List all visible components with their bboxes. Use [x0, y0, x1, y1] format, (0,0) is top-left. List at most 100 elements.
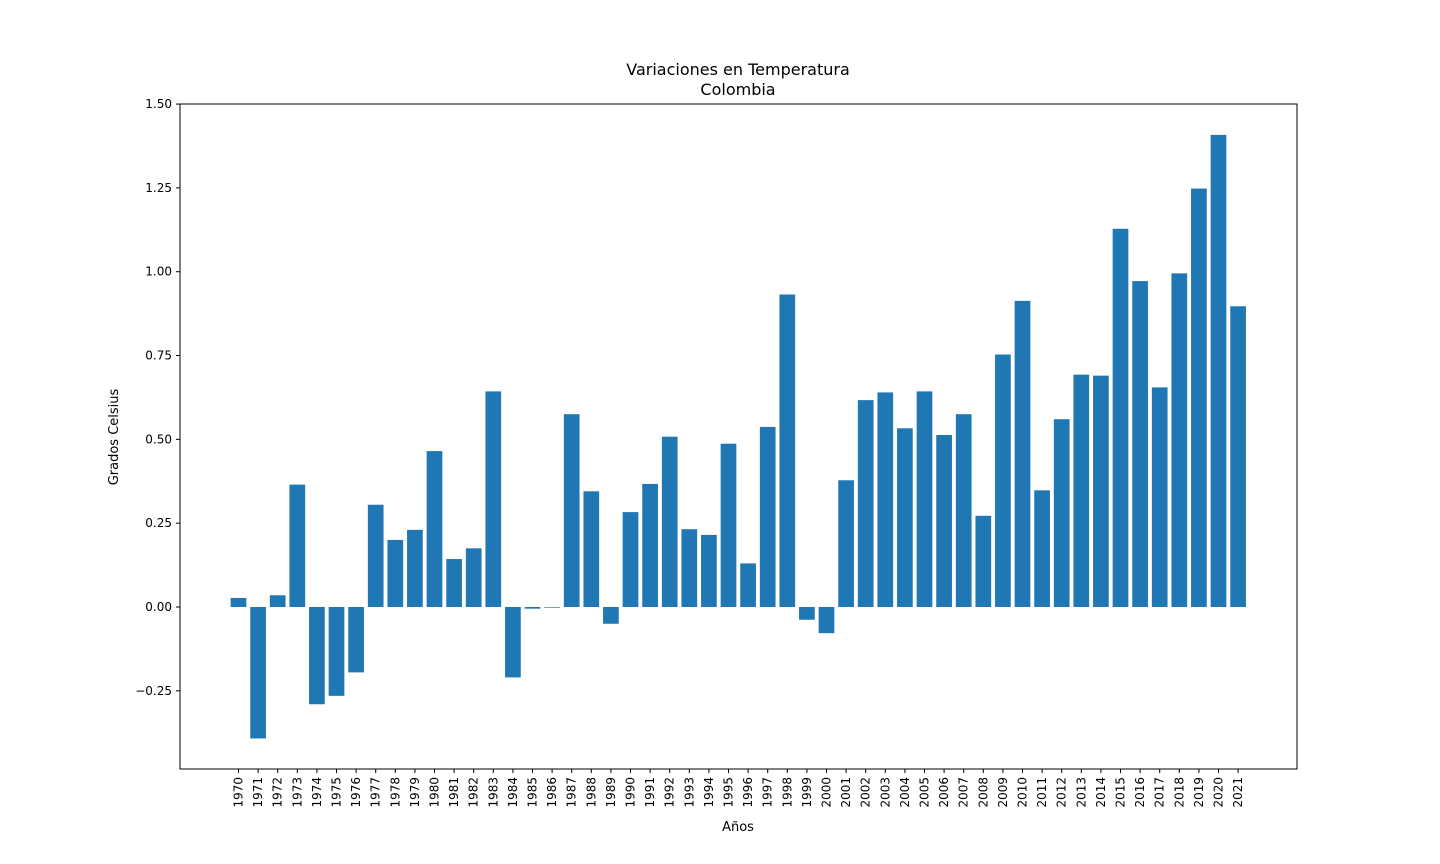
bar-1996 — [740, 563, 756, 607]
bar-2012 — [1053, 419, 1070, 607]
x-tick-label: 2014 — [1094, 777, 1108, 808]
bar-2001 — [838, 480, 854, 607]
x-tick-label: 2007 — [957, 777, 971, 808]
x-tick-label: 1992 — [663, 777, 677, 808]
bar-1984 — [505, 607, 521, 678]
bar-2013 — [1073, 374, 1090, 607]
x-tick-label: 2019 — [1192, 777, 1206, 808]
bar-1979 — [407, 529, 423, 607]
bar-1989 — [603, 607, 619, 624]
y-tick-label: 0.25 — [145, 516, 172, 530]
x-tick-label: 1993 — [682, 777, 696, 808]
x-tick-label: 1991 — [643, 777, 657, 808]
x-tick-label: 2005 — [918, 777, 932, 808]
x-tick-label: 1976 — [349, 777, 363, 808]
bar-1986 — [544, 607, 560, 608]
x-tick-label: 2003 — [878, 777, 892, 808]
bar-2003 — [877, 392, 894, 607]
bar-1975 — [328, 607, 345, 696]
bar-1974 — [309, 607, 325, 705]
bar-1971 — [250, 607, 266, 739]
x-tick-label: 2016 — [1133, 777, 1147, 808]
y-tick-label: 1.00 — [145, 265, 172, 279]
x-tick-label: 1988 — [584, 777, 598, 808]
bar-2000 — [818, 607, 835, 634]
plot-frame — [179, 103, 1298, 770]
y-tick-label: 0.50 — [145, 432, 172, 446]
bar-2021 — [1230, 306, 1246, 607]
bar-1983 — [485, 391, 502, 607]
x-axis: 1970 1971 1972 1973 1974 1975 1976 1977 1978 1979… — [232, 769, 1245, 808]
bar-1999 — [799, 607, 815, 620]
x-tick-label: 1980 — [428, 777, 442, 808]
bar-2007 — [955, 414, 972, 607]
bar-2004 — [897, 428, 913, 607]
x-tick-label: 2015 — [1114, 777, 1128, 808]
x-tick-label: 1970 — [232, 777, 246, 808]
y-tick-label: 0.00 — [145, 600, 172, 614]
x-tick-label: 2021 — [1231, 777, 1245, 808]
x-tick-label: 2001 — [839, 777, 853, 808]
x-tick-label: 2010 — [1016, 777, 1030, 808]
x-tick-label: 1985 — [526, 777, 540, 808]
bar-2010 — [1014, 300, 1031, 607]
bar-1980 — [426, 451, 443, 607]
x-tick-label: 2006 — [937, 777, 951, 808]
x-tick-label: 1984 — [506, 777, 520, 808]
x-tick-label: 1977 — [369, 777, 383, 808]
bar-1992 — [661, 436, 678, 607]
bar-2006 — [936, 434, 952, 607]
bar-2016 — [1132, 281, 1148, 607]
x-axis-label: Años — [722, 820, 754, 835]
bar-1994 — [701, 534, 717, 607]
bar-1978 — [387, 539, 404, 607]
bar-1977 — [367, 504, 384, 607]
x-tick-label: 1997 — [761, 777, 775, 808]
x-tick-label: 1986 — [545, 777, 559, 808]
x-tick-label: 1996 — [741, 777, 755, 808]
bar-1998 — [779, 294, 796, 607]
x-tick-label: 2013 — [1074, 777, 1088, 808]
bar-1970 — [230, 597, 247, 607]
x-tick-label: 1978 — [388, 777, 402, 808]
bar-1993 — [681, 529, 698, 607]
x-tick-label: 1995 — [722, 777, 736, 808]
bar-2019 — [1191, 188, 1207, 608]
bar-1990 — [622, 512, 639, 607]
y-axis-label: Grados Celsius — [107, 388, 122, 485]
x-tick-label: 1999 — [800, 777, 814, 808]
x-tick-label: 1981 — [447, 777, 461, 808]
bar-1987 — [563, 414, 580, 607]
x-tick-label: 2011 — [1035, 777, 1049, 808]
x-tick-label: 2020 — [1212, 777, 1226, 808]
bar-1973 — [289, 484, 306, 607]
bar-2011 — [1034, 490, 1050, 607]
bar-2002 — [857, 400, 874, 607]
bar-1982 — [465, 548, 482, 607]
bar-2009 — [995, 354, 1011, 607]
x-tick-label: 2018 — [1172, 777, 1186, 808]
x-tick-label: 2009 — [996, 777, 1010, 808]
chart-title: Variaciones en Temperatura — [626, 60, 850, 79]
x-tick-label: 2008 — [976, 777, 990, 808]
x-tick-label: 1971 — [251, 777, 265, 808]
bar-1976 — [348, 607, 364, 673]
bar-1985 — [524, 607, 541, 609]
bar-2005 — [916, 391, 933, 607]
x-tick-label: 1982 — [467, 777, 481, 808]
x-tick-label: 2004 — [898, 777, 912, 808]
bar-1995 — [720, 443, 737, 607]
x-tick-label: 2000 — [820, 777, 834, 808]
x-tick-label: 1998 — [780, 777, 794, 808]
x-tick-label: 1979 — [408, 777, 422, 808]
bar-1988 — [583, 491, 600, 607]
bar-2018 — [1171, 273, 1188, 607]
bar-2020 — [1210, 134, 1227, 607]
x-tick-label: 1994 — [702, 777, 716, 808]
y-tick-label: 0.75 — [145, 349, 172, 363]
x-tick-label: 2002 — [859, 777, 873, 808]
x-tick-label: 1973 — [290, 777, 304, 808]
bar-1991 — [642, 483, 658, 607]
bar-1997 — [759, 426, 776, 607]
x-tick-label: 1989 — [604, 777, 618, 808]
